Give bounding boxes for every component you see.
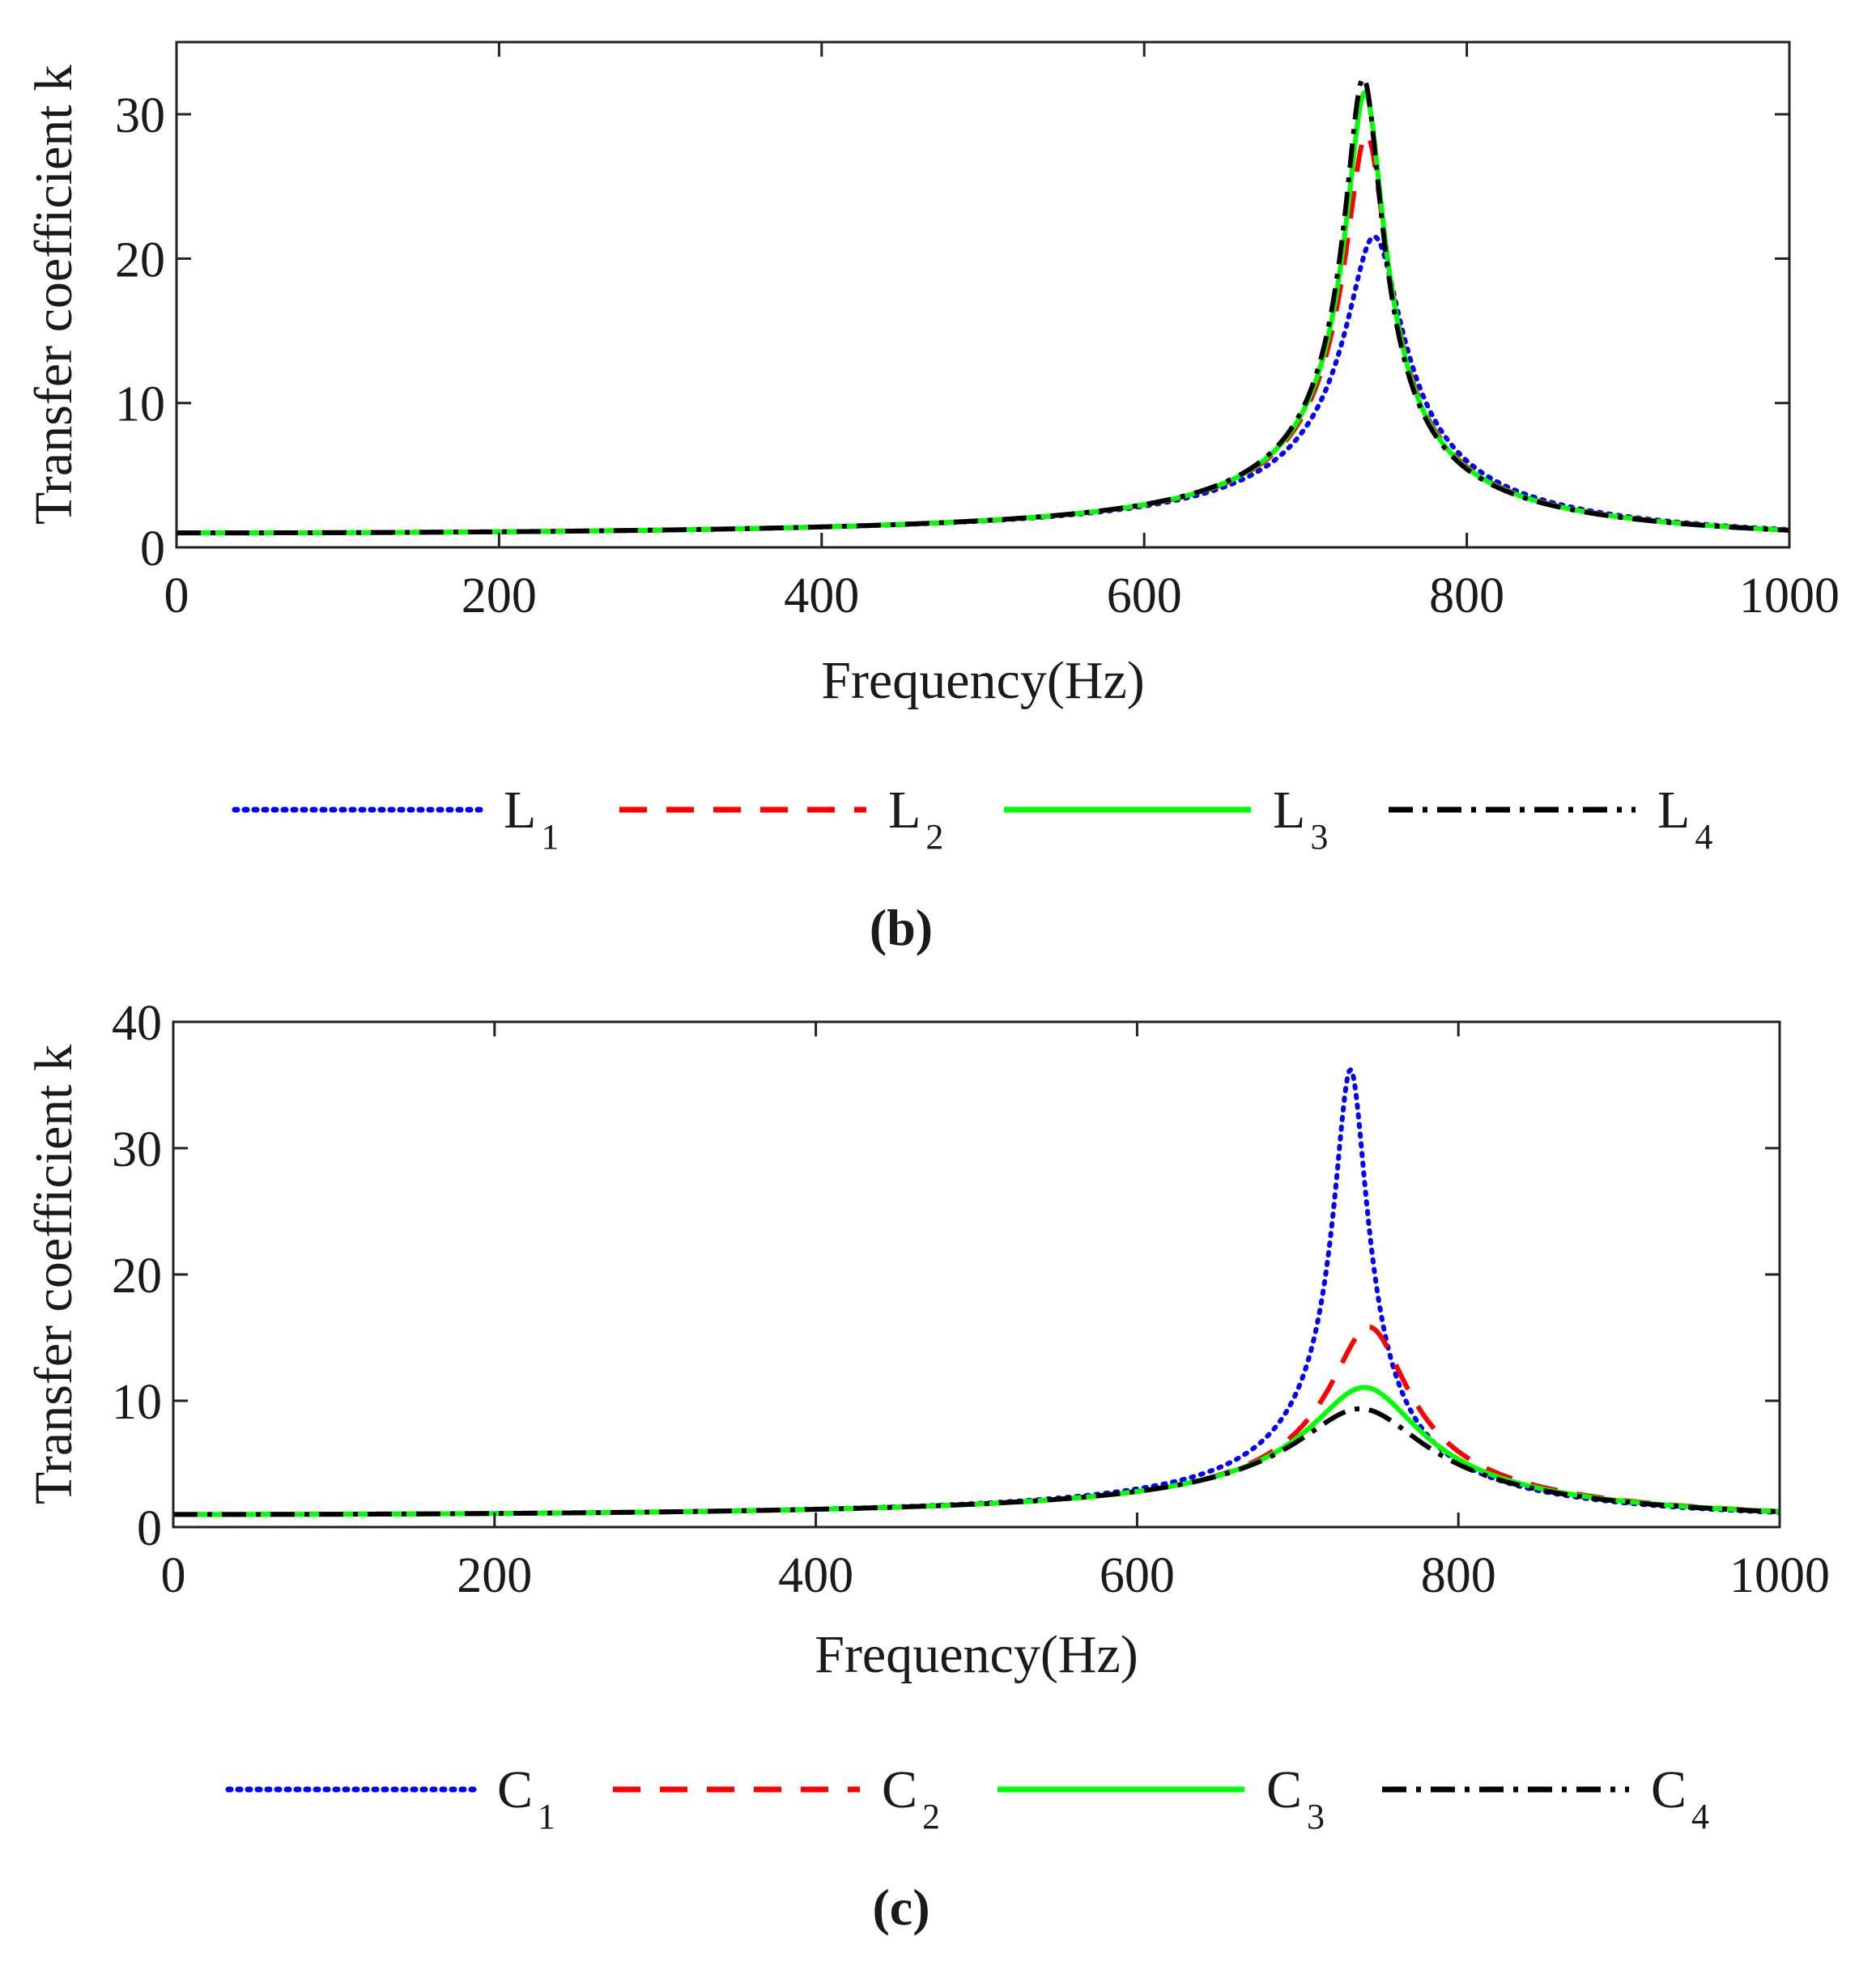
x-tick-label: 1000 (1739, 568, 1840, 623)
panel-label-c: (c) (872, 1879, 929, 1936)
x-tick-label: 400 (784, 568, 859, 623)
panel-label-b: (b) (870, 899, 933, 956)
y-tick-label: 40 (112, 996, 162, 1051)
series-line-c3 (173, 1385, 1780, 1517)
x-tick-label: 200 (462, 568, 537, 623)
x-tick-label: 400 (778, 1548, 853, 1603)
y-tick-label: 10 (115, 377, 165, 432)
plot-frame-c (172, 1020, 1781, 1529)
series-line-l3 (177, 89, 1789, 536)
series-line-c1 (173, 1066, 1780, 1517)
x-axis-label-c: Frequency(Hz) (815, 1625, 1138, 1684)
y-axis-label-b: Transfer coefficient k (24, 65, 83, 525)
series-line-l1 (177, 234, 1789, 536)
y-tick-label: 30 (112, 1122, 162, 1177)
series-line-c4 (173, 1406, 1780, 1517)
y-tick-label: 20 (115, 232, 165, 287)
chart-panel-c: 0 200 400 600 800 1000 0 10 20 30 40 Frequency(Hz)… (24, 996, 1830, 1936)
y-tick-label: 10 (112, 1375, 162, 1430)
y-tick-label: 0 (137, 1501, 162, 1556)
plot-frame-b (175, 40, 1791, 549)
x-tick-label: 800 (1429, 568, 1504, 623)
x-tick-label: 600 (1100, 1548, 1175, 1603)
x-tick-label: 0 (164, 568, 189, 623)
y-tick-label: 0 (140, 521, 165, 577)
series-line-l2 (177, 131, 1789, 536)
chart-panel-b: 0 200 400 600 800 1000 0 10 20 30 Frequency(Hz) T… (24, 40, 1840, 956)
y-tick-label: 30 (115, 88, 165, 143)
x-tick-label: 800 (1421, 1548, 1496, 1603)
x-tick-label: 600 (1107, 568, 1182, 623)
x-tick-label: 0 (161, 1548, 186, 1603)
y-axis-label-c: Transfer coefficient k (24, 1045, 83, 1504)
x-tick-label: 200 (457, 1548, 532, 1603)
y-tick-label: 20 (112, 1249, 162, 1304)
x-tick-label: 1000 (1729, 1548, 1830, 1603)
series-line-l4 (177, 74, 1789, 536)
x-axis-label-b: Frequency(Hz) (821, 651, 1144, 710)
